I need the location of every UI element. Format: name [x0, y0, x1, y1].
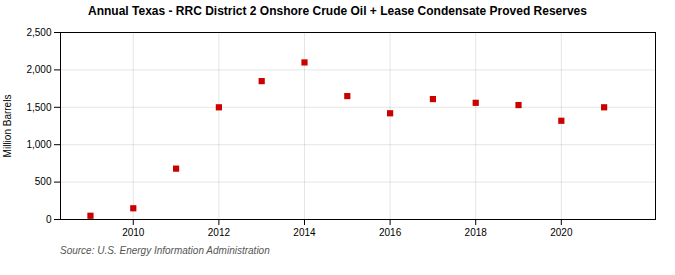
svg-text:2016: 2016 — [379, 227, 402, 238]
html-text:Source: U.S. Energy Informatio: Source: U.S. Energy Information Administ… — [60, 245, 270, 256]
svg-text:0: 0 — [46, 214, 52, 225]
svg-text:Million Barrels: Million Barrels — [2, 95, 13, 158]
svg-text:2012: 2012 — [208, 227, 231, 238]
svg-text:500: 500 — [35, 176, 52, 187]
svg-text:2,500: 2,500 — [26, 27, 51, 38]
svg-text:1,500: 1,500 — [26, 102, 51, 113]
svg-text:2014: 2014 — [293, 227, 316, 238]
svg-text:1,000: 1,000 — [26, 139, 51, 150]
html-text:Annual Texas - RRC District 2: Annual Texas - RRC District 2 Onshore Cr… — [88, 4, 587, 18]
svg-text:2020: 2020 — [550, 227, 573, 238]
svg-text:2010: 2010 — [122, 227, 145, 238]
svg-text:2,000: 2,000 — [26, 64, 51, 75]
svg-text:2018: 2018 — [465, 227, 488, 238]
